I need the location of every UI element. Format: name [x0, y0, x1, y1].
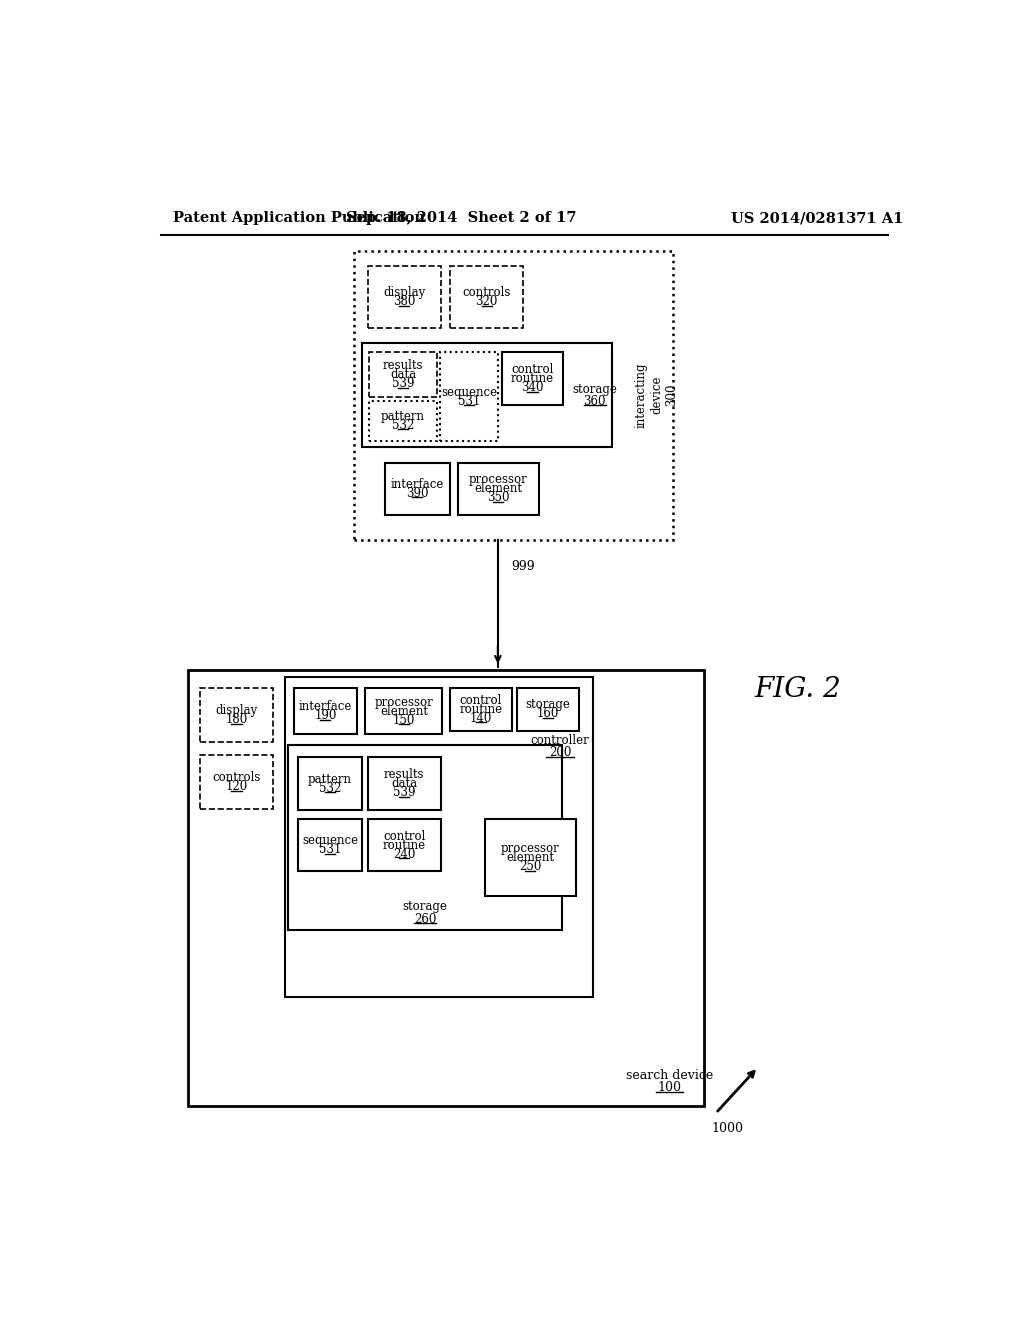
Bar	[188, 671, 705, 1106]
Bar	[484, 818, 575, 896]
Bar	[366, 688, 442, 734]
Text: 1000: 1000	[712, 1122, 743, 1135]
Bar	[451, 267, 523, 327]
Text: data: data	[391, 777, 418, 791]
Text: search device: search device	[626, 1069, 713, 1082]
Text: processor: processor	[501, 842, 559, 855]
Text: control: control	[511, 363, 554, 376]
Text: 340: 340	[521, 381, 544, 395]
Bar	[370, 352, 437, 397]
Bar	[200, 755, 273, 809]
Bar	[285, 677, 593, 997]
Text: 320: 320	[475, 296, 498, 308]
Bar	[368, 818, 441, 871]
Text: 200: 200	[549, 746, 571, 759]
Text: routine: routine	[511, 372, 554, 385]
Text: results: results	[384, 768, 425, 781]
Text: element: element	[380, 705, 428, 718]
Bar	[289, 744, 562, 929]
Text: interface: interface	[299, 700, 352, 713]
Text: element: element	[474, 482, 522, 495]
Text: 531: 531	[318, 843, 341, 857]
Text: Patent Application Publication: Patent Application Publication	[173, 211, 425, 226]
Text: 180: 180	[225, 713, 248, 726]
Text: 190: 190	[314, 709, 337, 722]
Text: sequence: sequence	[441, 385, 497, 399]
Text: control: control	[460, 694, 502, 706]
Bar	[298, 818, 361, 871]
Text: controls: controls	[463, 286, 511, 298]
Text: 390: 390	[407, 487, 429, 500]
Text: sequence: sequence	[302, 834, 358, 847]
Text: control: control	[383, 829, 426, 842]
Text: 531: 531	[458, 395, 480, 408]
Text: 240: 240	[393, 847, 416, 861]
Bar	[368, 758, 441, 810]
Text: 999: 999	[512, 560, 536, 573]
Text: controls: controls	[212, 771, 261, 784]
Bar	[385, 462, 451, 515]
Bar	[368, 267, 441, 327]
Text: 532: 532	[318, 781, 341, 795]
Bar	[361, 343, 611, 447]
Text: display: display	[383, 286, 425, 298]
Text: display: display	[215, 704, 258, 717]
Text: 539: 539	[393, 787, 416, 800]
Text: data: data	[390, 368, 416, 381]
Text: pattern: pattern	[308, 772, 352, 785]
Text: routine: routine	[460, 702, 503, 715]
Text: 140: 140	[470, 711, 493, 725]
Bar	[294, 688, 357, 734]
Text: FIG. 2: FIG. 2	[755, 676, 841, 704]
Bar	[354, 251, 674, 540]
Text: Sep. 18, 2014  Sheet 2 of 17: Sep. 18, 2014 Sheet 2 of 17	[346, 211, 577, 226]
Text: storage: storage	[525, 698, 570, 711]
Bar	[451, 688, 512, 730]
Text: 539: 539	[392, 378, 415, 391]
Text: processor: processor	[375, 696, 433, 709]
Text: 532: 532	[392, 418, 415, 432]
Text: 360: 360	[584, 395, 606, 408]
Bar	[458, 462, 539, 515]
Text: 380: 380	[393, 296, 416, 308]
Text: US 2014/0281371 A1: US 2014/0281371 A1	[731, 211, 903, 226]
Text: 250: 250	[519, 861, 542, 874]
Bar	[502, 352, 563, 405]
Bar	[370, 401, 437, 441]
Text: 100: 100	[657, 1081, 682, 1094]
Text: 150: 150	[393, 714, 415, 727]
Text: processor: processor	[469, 473, 527, 486]
Text: results: results	[383, 359, 423, 372]
Text: storage: storage	[572, 383, 617, 396]
Bar	[200, 688, 273, 742]
Bar	[517, 688, 579, 730]
Text: controller: controller	[530, 734, 590, 747]
Text: interface: interface	[391, 478, 444, 491]
Text: element: element	[506, 851, 554, 865]
Bar	[298, 758, 361, 810]
Bar	[440, 352, 498, 441]
Text: storage: storage	[402, 900, 447, 913]
Text: interacting
device
300: interacting device 300	[635, 363, 678, 428]
Text: 120: 120	[225, 780, 248, 793]
Text: 160: 160	[537, 708, 559, 721]
Text: 350: 350	[487, 491, 510, 504]
Text: 260: 260	[414, 912, 436, 925]
Text: pattern: pattern	[381, 411, 425, 422]
Text: routine: routine	[383, 838, 426, 851]
